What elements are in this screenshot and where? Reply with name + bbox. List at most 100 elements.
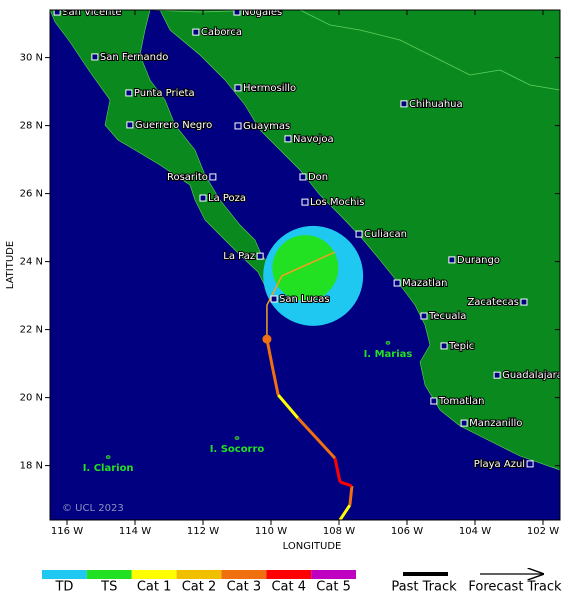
y-tick-label: 24 N bbox=[20, 257, 43, 268]
city-label: Tepic bbox=[448, 341, 474, 352]
city-marker bbox=[256, 252, 264, 260]
city-label: Navojoa bbox=[293, 134, 334, 145]
x-tick-label: 116 W bbox=[51, 526, 83, 537]
legend-label: Cat 5 bbox=[316, 580, 351, 595]
island bbox=[385, 341, 391, 345]
city-marker bbox=[299, 173, 307, 181]
city-label: Punta Prieta bbox=[134, 88, 195, 99]
legend-label: Cat 2 bbox=[182, 580, 217, 595]
city-label: Caborca bbox=[201, 27, 242, 38]
past-track-segment bbox=[276, 393, 300, 419]
border bbox=[299, 10, 560, 91]
x-tick-label: 114 W bbox=[119, 526, 151, 537]
legend-swatch bbox=[221, 570, 267, 579]
legend-swatch bbox=[266, 570, 312, 579]
city-marker bbox=[520, 298, 528, 306]
legend-swatch bbox=[176, 570, 222, 579]
x-tick-label: 104 W bbox=[459, 526, 491, 537]
x-axis-title: LONGITUDE bbox=[283, 541, 342, 552]
city-marker bbox=[234, 122, 242, 130]
city-marker bbox=[233, 10, 241, 16]
x-tick-label: 110 W bbox=[255, 526, 287, 537]
island-label: I. Clarion bbox=[83, 463, 134, 474]
city-label: Tecuala bbox=[428, 311, 466, 322]
city-label: Tomatlan bbox=[438, 396, 485, 407]
city-marker bbox=[448, 256, 456, 264]
city-label: Playa Azul bbox=[474, 459, 525, 470]
legend-label: Forecast Track bbox=[468, 580, 562, 595]
city-label: Zacatecas bbox=[467, 297, 519, 308]
city-label: Culiacan bbox=[364, 229, 407, 240]
legend-label: Cat 4 bbox=[271, 580, 306, 595]
city-label: San Fernando bbox=[100, 52, 169, 63]
map-frame bbox=[49, 9, 561, 521]
legend-label: TS bbox=[100, 580, 117, 595]
x-tick-label: 106 W bbox=[391, 526, 423, 537]
city-marker bbox=[53, 10, 61, 16]
city-label: Chihuahua bbox=[409, 99, 463, 110]
legend-label: Cat 1 bbox=[137, 580, 172, 595]
city-label: Rosarito bbox=[167, 172, 208, 183]
city-label: San Vicente bbox=[62, 7, 121, 18]
legend-swatch bbox=[42, 570, 87, 579]
x-tick-label: 112 W bbox=[187, 526, 219, 537]
city-label: Guerrero Negro bbox=[135, 120, 212, 131]
island bbox=[234, 436, 240, 440]
x-tick-label: 102 W bbox=[527, 526, 559, 537]
past-track-segment bbox=[271, 369, 280, 396]
city-marker bbox=[420, 312, 428, 320]
city-label: Guaymas bbox=[243, 121, 290, 132]
city-marker bbox=[493, 371, 501, 379]
city-label: San Lucas bbox=[279, 294, 330, 305]
legend-swatch bbox=[131, 570, 177, 579]
y-axis-title: LATITUDE bbox=[5, 241, 16, 289]
legend-swatch bbox=[86, 570, 132, 579]
city-marker bbox=[284, 135, 292, 143]
city-marker bbox=[526, 460, 534, 468]
city-label: Durango bbox=[457, 255, 500, 266]
city-label: Los Mochis bbox=[310, 197, 364, 208]
city-marker bbox=[400, 100, 408, 108]
island-label: I. Marias bbox=[364, 349, 413, 360]
city-label: La Paz bbox=[223, 251, 255, 262]
city-label: Mazatlan bbox=[402, 278, 447, 289]
city-marker bbox=[301, 198, 309, 206]
city-marker bbox=[209, 173, 217, 181]
legend-label: Cat 3 bbox=[227, 580, 262, 595]
y-tick-label: 22 N bbox=[20, 325, 43, 336]
wind-field bbox=[272, 235, 339, 302]
island bbox=[105, 455, 111, 459]
past-track-segment bbox=[348, 485, 354, 506]
past-track-segment bbox=[265, 338, 275, 371]
city-marker bbox=[91, 53, 99, 61]
y-tick-label: 18 N bbox=[20, 461, 43, 472]
forecast-track bbox=[266, 251, 336, 340]
city-marker bbox=[393, 279, 401, 287]
city-marker bbox=[125, 89, 133, 97]
city-marker bbox=[199, 194, 207, 202]
y-tick-label: 26 N bbox=[20, 189, 43, 200]
past-track-segment bbox=[333, 457, 342, 483]
city-marker bbox=[430, 397, 438, 405]
past-track-segment bbox=[339, 480, 353, 488]
city-label: Guadalajara bbox=[502, 370, 563, 381]
city-marker bbox=[234, 84, 242, 92]
city-label: Hermosillo bbox=[243, 83, 296, 94]
y-tick-label: 30 N bbox=[20, 53, 43, 64]
city-marker bbox=[126, 121, 134, 129]
city-label: La Poza bbox=[208, 193, 246, 204]
y-tick-label: 20 N bbox=[20, 393, 43, 404]
city-marker bbox=[355, 230, 363, 238]
city-label: Manzanillo bbox=[469, 418, 522, 429]
city-marker bbox=[460, 419, 468, 427]
legend-label: Past Track bbox=[391, 580, 457, 595]
y-tick-label: 28 N bbox=[20, 121, 43, 132]
city-marker bbox=[440, 342, 448, 350]
city-marker bbox=[192, 28, 200, 36]
city-marker bbox=[270, 295, 278, 303]
legend-label: TD bbox=[54, 580, 73, 595]
past-track-segment bbox=[338, 504, 352, 520]
past-track-segment bbox=[296, 416, 337, 460]
